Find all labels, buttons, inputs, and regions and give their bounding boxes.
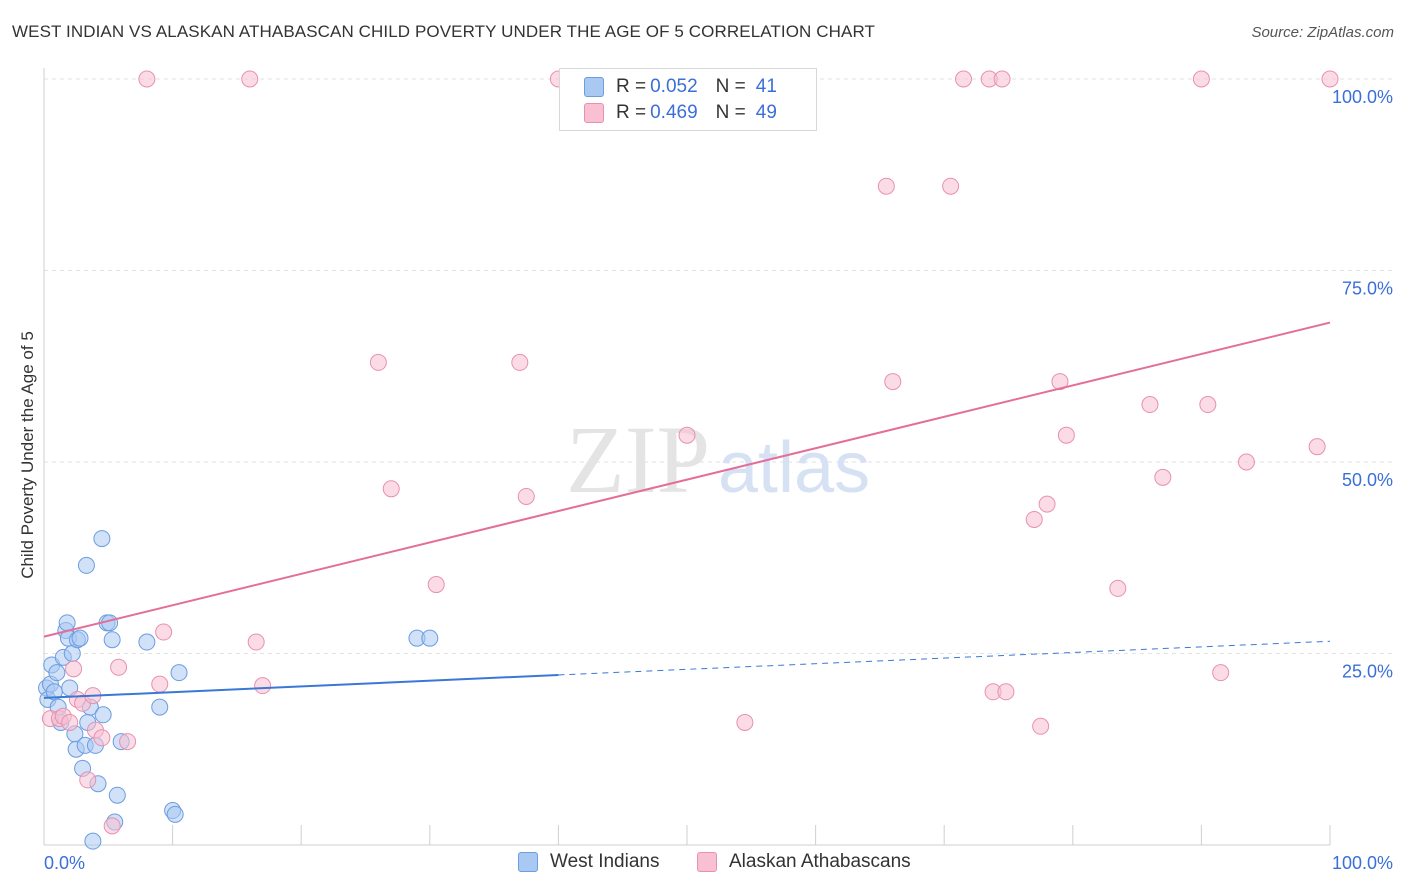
- y-tick-label: 75.0%: [1342, 279, 1393, 299]
- legend-label-west-indians: West Indians: [550, 851, 660, 872]
- point-west-indians: [108, 786, 126, 804]
- point-alaskan-athabascans: [119, 733, 137, 751]
- point-west-indians: [170, 664, 188, 682]
- point-alaskan-athabascans: [1032, 717, 1050, 735]
- legend-label-alaskan-athabascans: Alaskan Athabascans: [729, 851, 911, 872]
- trend-line-alaskan-athabascans: [43, 321, 1331, 638]
- point-alaskan-athabascans: [254, 677, 272, 695]
- point-alaskan-athabascans: [1212, 664, 1230, 682]
- watermark-zip: ZIP: [566, 406, 710, 513]
- data-points: [38, 70, 1339, 850]
- point-alaskan-athabascans: [1192, 70, 1210, 88]
- point-alaskan-athabascans: [1109, 579, 1127, 597]
- point-alaskan-athabascans: [247, 633, 265, 651]
- chart-title: WEST INDIAN VS ALASKAN ATHABASCAN CHILD …: [12, 22, 876, 41]
- point-alaskan-athabascans: [1199, 396, 1217, 414]
- point-alaskan-athabascans: [369, 353, 387, 371]
- legend-r-label: R =: [616, 76, 647, 97]
- point-west-indians: [103, 631, 121, 649]
- point-alaskan-athabascans: [884, 373, 902, 391]
- point-west-indians: [138, 633, 156, 651]
- point-west-indians: [166, 805, 184, 823]
- legend-row-alaskan-athabascans: R = 0.469 N = 49: [584, 101, 777, 125]
- point-west-indians: [151, 698, 169, 716]
- point-alaskan-athabascans: [103, 817, 121, 835]
- x-tick-label: 100.0%: [1332, 853, 1393, 873]
- point-alaskan-athabascans: [1038, 495, 1056, 513]
- point-alaskan-athabascans: [678, 426, 696, 444]
- series-legend: West Indians Alaskan Athabascans: [0, 851, 1406, 877]
- legend-r-label: R =: [616, 102, 647, 123]
- point-alaskan-athabascans: [110, 658, 128, 676]
- trend-lines: [43, 321, 1331, 699]
- legend-swatch-west-indians: [584, 77, 604, 97]
- point-west-indians: [58, 614, 76, 632]
- point-alaskan-athabascans: [1154, 468, 1172, 486]
- y-tick-label: 100.0%: [1332, 87, 1393, 107]
- point-alaskan-athabascans: [1321, 70, 1339, 88]
- legend-n-value: 41: [755, 76, 777, 97]
- legend-n-label: N =: [715, 76, 746, 97]
- legend-r-value: 0.469: [650, 102, 698, 123]
- legend-swatch-alaskan-athabascans: [697, 852, 717, 872]
- point-alaskan-athabascans: [1141, 396, 1159, 414]
- point-alaskan-athabascans: [954, 70, 972, 88]
- point-alaskan-athabascans: [942, 177, 960, 195]
- point-alaskan-athabascans: [997, 683, 1015, 701]
- y-tick-label: 50.0%: [1342, 470, 1393, 490]
- trend-line-west-indians-extension: [558, 640, 1331, 676]
- point-alaskan-athabascans: [241, 70, 259, 88]
- x-tick-label: 0.0%: [44, 853, 85, 873]
- point-alaskan-athabascans: [151, 675, 169, 693]
- source-label: Source: ZipAtlas.com: [1251, 24, 1394, 41]
- point-alaskan-athabascans: [1057, 426, 1075, 444]
- point-west-indians: [71, 629, 89, 647]
- legend-r-value: 0.052: [650, 76, 698, 97]
- y-tick-label: 25.0%: [1342, 662, 1393, 682]
- point-alaskan-athabascans: [511, 353, 529, 371]
- point-west-indians: [94, 706, 112, 724]
- point-alaskan-athabascans: [1025, 510, 1043, 528]
- point-alaskan-athabascans: [877, 177, 895, 195]
- point-alaskan-athabascans: [155, 623, 173, 641]
- legend-item-alaskan-athabascans[interactable]: Alaskan Athabascans: [697, 851, 911, 873]
- watermark: ZIP atlas: [566, 406, 870, 513]
- gridlines: [44, 78, 1394, 654]
- legend-swatch-west-indians: [518, 852, 538, 872]
- legend-n-value: 49: [755, 102, 777, 123]
- point-alaskan-athabascans: [382, 480, 400, 498]
- point-alaskan-athabascans: [1051, 373, 1069, 391]
- legend-item-west-indians[interactable]: West Indians: [518, 851, 659, 873]
- point-west-indians: [48, 664, 66, 682]
- point-alaskan-athabascans: [93, 729, 111, 747]
- point-alaskan-athabascans: [65, 660, 83, 678]
- correlation-legend: R = 0.052 N = 41 R = 0.469 N = 49: [559, 68, 817, 131]
- point-alaskan-athabascans: [1237, 453, 1255, 471]
- legend-row-west-indians: R = 0.052 N = 41: [584, 75, 777, 99]
- point-west-indians: [93, 530, 111, 548]
- trend-line-west-indians: [43, 673, 559, 699]
- legend-n-label: N =: [715, 102, 746, 123]
- point-west-indians: [84, 832, 102, 850]
- point-alaskan-athabascans: [1308, 438, 1326, 456]
- point-alaskan-athabascans: [61, 713, 79, 731]
- point-alaskan-athabascans: [138, 70, 156, 88]
- point-alaskan-athabascans: [736, 713, 754, 731]
- point-alaskan-athabascans: [993, 70, 1011, 88]
- point-alaskan-athabascans: [517, 487, 535, 505]
- point-west-indians: [77, 556, 95, 574]
- tick-labels: 25.0% 50.0% 75.0% 100.0% 0.0% 100.0%: [44, 87, 1393, 873]
- legend-swatch-alaskan-athabascans: [584, 103, 604, 123]
- point-west-indians: [421, 629, 439, 647]
- point-alaskan-athabascans: [79, 771, 97, 789]
- point-alaskan-athabascans: [427, 576, 445, 594]
